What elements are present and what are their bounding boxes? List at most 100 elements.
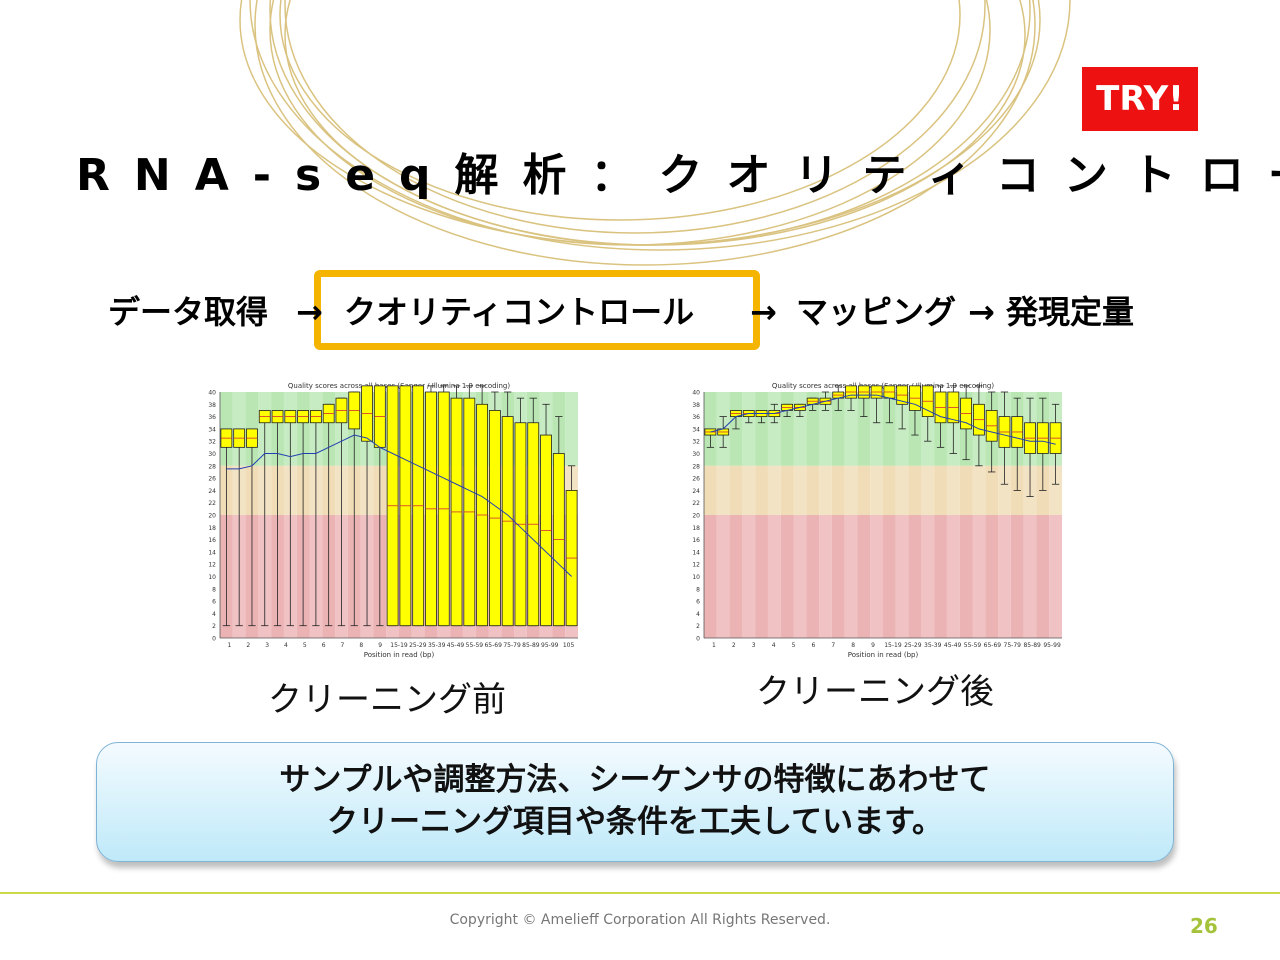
zone-bad bbox=[959, 515, 973, 638]
x-axis-label: Position in read (bp) bbox=[848, 651, 919, 659]
zone-bad bbox=[729, 515, 743, 638]
note-box: サンプルや調整方法、シーケンサの特徴にあわせて クリーニング項目や条件を工夫して… bbox=[96, 742, 1174, 862]
y-tick-label: 16 bbox=[208, 537, 216, 544]
y-tick-label: 14 bbox=[208, 549, 216, 556]
x-tick-label: 45-49 bbox=[944, 642, 962, 649]
x-tick-label: 65-69 bbox=[484, 642, 502, 649]
zone-good bbox=[742, 392, 756, 466]
y-tick-label: 24 bbox=[208, 488, 216, 495]
x-tick-label: 6 bbox=[322, 642, 326, 649]
zone-bad bbox=[844, 515, 858, 638]
quality-chart-before: Quality scores across all bases (Sanger … bbox=[208, 382, 578, 659]
y-tick-label: 20 bbox=[692, 513, 700, 520]
zone-bad bbox=[1036, 515, 1050, 638]
y-tick-label: 14 bbox=[692, 549, 700, 556]
y-tick-label: 4 bbox=[212, 611, 216, 618]
x-tick-label: 5 bbox=[792, 642, 796, 649]
mean-line bbox=[710, 394, 1056, 445]
zone-warn bbox=[998, 465, 1011, 515]
quality-chart-after: Quality scores across all bases (Sanger … bbox=[692, 382, 1062, 659]
zone-warn bbox=[972, 465, 986, 515]
x-tick-label: 85-89 bbox=[522, 642, 540, 649]
zone-bad bbox=[1049, 515, 1062, 638]
zone-bad bbox=[793, 515, 807, 638]
zone-bad bbox=[985, 515, 999, 638]
x-tick-label: 2 bbox=[732, 642, 736, 649]
x-tick-label: 75-79 bbox=[503, 642, 521, 649]
zone-bad bbox=[1010, 515, 1024, 638]
y-tick-label: 0 bbox=[212, 636, 216, 643]
y-tick-label: 26 bbox=[692, 476, 700, 483]
zone-bad bbox=[1023, 515, 1037, 638]
x-tick-label: 1 bbox=[712, 642, 716, 649]
x-tick-label: 15-19 bbox=[390, 642, 408, 649]
zone-bad bbox=[716, 515, 730, 638]
x-tick-label: 7 bbox=[831, 642, 835, 649]
zone-bad bbox=[883, 515, 896, 638]
x-tick-label: 55-59 bbox=[466, 642, 484, 649]
zone-warn bbox=[908, 465, 922, 515]
y-tick-label: 18 bbox=[692, 525, 700, 532]
zone-warn bbox=[819, 465, 832, 515]
zone-bad bbox=[921, 515, 935, 638]
zone-warn bbox=[704, 465, 717, 515]
x-tick-label: 95-99 bbox=[541, 642, 559, 649]
step-mapping: マッピング bbox=[796, 293, 957, 331]
x-tick-label: 55-59 bbox=[964, 642, 982, 649]
y-tick-label: 8 bbox=[696, 586, 700, 593]
x-tick-label: 8 bbox=[359, 642, 363, 649]
y-tick-label: 22 bbox=[692, 500, 700, 507]
y-tick-label: 12 bbox=[692, 562, 700, 569]
x-tick-label: 15-19 bbox=[884, 642, 902, 649]
x-tick-label: 35-39 bbox=[428, 642, 446, 649]
y-tick-label: 34 bbox=[208, 426, 216, 433]
y-tick-label: 28 bbox=[692, 463, 700, 470]
zone-warn bbox=[831, 465, 845, 515]
y-tick-label: 18 bbox=[208, 525, 216, 532]
note-line-2: クリーニング項目や条件を工夫しています。 bbox=[327, 804, 943, 840]
zone-bad bbox=[870, 515, 883, 638]
x-tick-label: 6 bbox=[811, 642, 815, 649]
y-tick-label: 4 bbox=[696, 611, 700, 618]
x-tick-label: 2 bbox=[246, 642, 250, 649]
zone-bad bbox=[780, 515, 794, 638]
zone-warn bbox=[934, 465, 947, 515]
zone-warn bbox=[755, 465, 768, 515]
page-title: RNA-seq解析：クオリティコントロール bbox=[76, 150, 1280, 201]
try-badge: TRY! bbox=[1082, 67, 1198, 131]
mean-line bbox=[226, 434, 572, 577]
zone-warn bbox=[985, 465, 999, 515]
y-tick-label: 6 bbox=[696, 599, 700, 606]
y-tick-label: 2 bbox=[696, 623, 700, 630]
x-tick-label: 1 bbox=[228, 642, 232, 649]
y-tick-label: 38 bbox=[208, 402, 216, 409]
y-tick-label: 10 bbox=[692, 574, 700, 581]
x-axis-label: Position in read (bp) bbox=[364, 651, 435, 659]
x-tick-label: 105 bbox=[563, 642, 575, 649]
zone-bad bbox=[946, 515, 960, 638]
zone-bad bbox=[767, 515, 781, 638]
caption-after-cleaning: クリーニング後 bbox=[756, 672, 994, 712]
y-tick-label: 28 bbox=[208, 463, 216, 470]
x-tick-label: 95-99 bbox=[1043, 642, 1061, 649]
zone-bad bbox=[755, 515, 768, 638]
copyright: Copyright © Amelieff Corporation All Rig… bbox=[449, 912, 831, 928]
zone-warn bbox=[767, 465, 781, 515]
y-tick-label: 6 bbox=[212, 599, 216, 606]
zone-warn bbox=[883, 465, 896, 515]
caption-before-cleaning: クリーニング前 bbox=[268, 680, 506, 720]
step-data-acquisition: データ取得 bbox=[108, 293, 269, 331]
x-tick-label: 4 bbox=[284, 642, 288, 649]
y-tick-label: 36 bbox=[692, 414, 700, 421]
zone-warn bbox=[946, 465, 960, 515]
zone-good bbox=[870, 392, 883, 466]
arrow-icon: → bbox=[296, 293, 323, 331]
x-tick-label: 8 bbox=[851, 642, 855, 649]
y-tick-label: 38 bbox=[692, 402, 700, 409]
y-tick-label: 24 bbox=[692, 488, 700, 495]
zone-warn bbox=[793, 465, 807, 515]
zone-warn bbox=[895, 465, 909, 515]
note-line-1: サンプルや調整方法、シーケンサの特徴にあわせて bbox=[279, 762, 991, 798]
y-tick-label: 40 bbox=[692, 390, 700, 397]
current-step-highlight bbox=[314, 270, 760, 350]
